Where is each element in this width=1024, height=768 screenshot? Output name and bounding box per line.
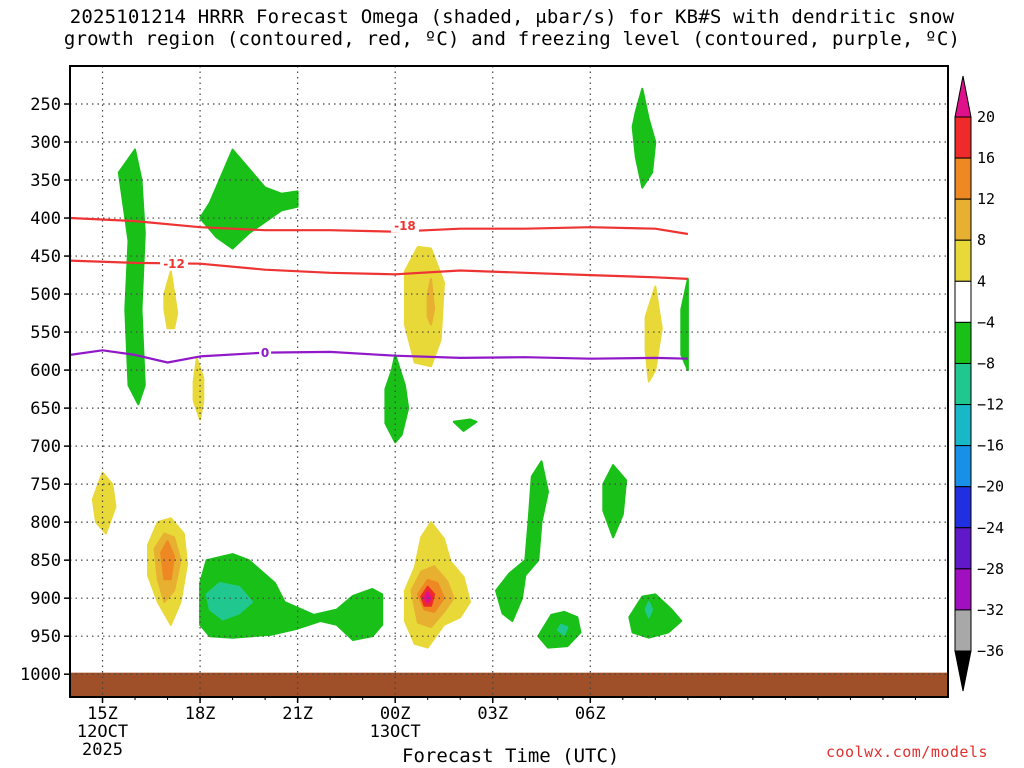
x-axis-title: Forecast Time (UTC) <box>402 745 620 767</box>
colorbar-label-6: −8 <box>977 354 995 372</box>
colorbar-label-13: −36 <box>977 642 1004 660</box>
contour-label-bg-freezing_0C <box>259 345 272 360</box>
colorbar-box-9 <box>954 486 972 529</box>
title-line-2: growth region (contoured, red, ºC) and f… <box>63 28 961 50</box>
omega-region-5 <box>452 418 478 432</box>
contour-freezing_0C <box>70 349 688 364</box>
colorbar-top-triangle <box>954 75 972 118</box>
omega-region-3 <box>631 87 657 189</box>
colorbar-box-0 <box>954 116 972 159</box>
colorbar-box-4 <box>954 280 972 323</box>
y-tick-label-700: 700 <box>30 437 61 457</box>
x-tick-label-18-0: 18Z <box>185 704 216 724</box>
colorbar-label-0: 20 <box>977 108 995 126</box>
colorbar-box-2 <box>954 198 972 241</box>
contour-label-bg-dgz_-12C <box>160 256 189 271</box>
omega-region-6 <box>495 460 549 622</box>
omega-region-16 <box>192 357 205 421</box>
y-tick-label-600: 600 <box>30 361 61 381</box>
colorbar-box-8 <box>954 445 972 488</box>
colorbar-box-11 <box>954 568 972 611</box>
omega-region-27 <box>423 591 432 604</box>
colorbar-label-8: −16 <box>977 437 1004 455</box>
y-tick-label-1000: 1000 <box>20 665 61 685</box>
x-tick-label-24-0: 00Z <box>380 704 411 724</box>
chart-title: 2025101214 HRRR Forecast Omega (shaded, … <box>0 6 1024 50</box>
x-tick-label-27-0: 03Z <box>477 704 508 724</box>
colorbar-box-10 <box>954 527 972 570</box>
colorbar-box-1 <box>954 157 972 200</box>
colorbar-box-6 <box>954 362 972 406</box>
y-tick-label-650: 650 <box>30 399 61 419</box>
colorbar-label-4: 4 <box>977 272 986 290</box>
omega-region-23 <box>426 277 436 326</box>
omega-region-7 <box>602 464 628 539</box>
omega-region-13 <box>644 601 654 619</box>
x-tick-label-21-0: 21Z <box>282 704 313 724</box>
colorbar-label-3: 8 <box>977 231 986 249</box>
contour-label-dgz_-12C: -12 <box>163 257 185 271</box>
omega-region-11 <box>205 582 254 621</box>
y-tick-label-300: 300 <box>30 133 61 153</box>
omega-region-18 <box>403 245 445 368</box>
y-tick-label-400: 400 <box>30 209 61 229</box>
colorbar-label-10: −24 <box>977 519 1004 537</box>
colorbar-label-11: −28 <box>977 560 1004 578</box>
colorbar-label-2: 12 <box>977 190 995 208</box>
y-tick-label-950: 950 <box>30 627 61 647</box>
y-tick-label-850: 850 <box>30 551 61 571</box>
contour-label-bg-dgz_-18C <box>390 218 419 233</box>
y-tick-label-500: 500 <box>30 285 61 305</box>
x-tick-label-24-1: 13OCT <box>370 722 421 742</box>
y-tick-label-350: 350 <box>30 171 61 191</box>
x-tick-label-15-1: 12OCT <box>77 722 128 742</box>
title-line-1: 2025101214 HRRR Forecast Omega (shaded, … <box>69 6 955 28</box>
colorbar-label-12: −32 <box>977 601 1004 619</box>
colorbar-label-5: −4 <box>977 313 995 331</box>
omega-region-4 <box>680 277 689 372</box>
contour-label-freezing_0C: 0 <box>261 346 269 360</box>
y-tick-label-550: 550 <box>30 323 61 343</box>
colorbar-bottom-triangle <box>954 650 972 692</box>
omega-region-10 <box>628 593 683 639</box>
colorbar-label-9: −20 <box>977 478 1004 496</box>
y-tick-label-450: 450 <box>30 247 61 267</box>
colorbar-label-1: 16 <box>977 149 995 167</box>
colorbar-label-7: −12 <box>977 396 1004 414</box>
y-tick-label-800: 800 <box>30 513 61 533</box>
omega-region-2 <box>384 353 410 444</box>
colorbar-box-3 <box>954 239 972 282</box>
omega-region-12 <box>556 623 569 636</box>
plot-frame <box>69 65 949 698</box>
omega-region-15 <box>163 270 179 330</box>
contour-dgz_-18C <box>70 216 689 236</box>
y-tick-label-900: 900 <box>30 589 61 609</box>
colorbar-box-7 <box>954 404 972 447</box>
source-credit: coolwx.com/models <box>826 743 989 761</box>
x-tick-label-15-0: 15Z <box>87 704 118 724</box>
omega-region-14 <box>91 471 117 535</box>
x-tick-label-15-2: 2025 <box>82 740 123 760</box>
omega-region-0 <box>117 148 146 406</box>
contour-label-dgz_-18C: -18 <box>394 219 416 233</box>
omega-region-1 <box>199 148 299 250</box>
omega-region-20 <box>644 285 663 383</box>
y-tick-label-750: 750 <box>30 475 61 495</box>
omega-region-24 <box>160 540 176 581</box>
colorbar-box-5 <box>954 321 972 364</box>
y-tick-label-250: 250 <box>30 95 61 115</box>
colorbar-box-12 <box>954 609 972 652</box>
x-tick-label-30-0: 06Z <box>575 704 606 724</box>
surface-ground <box>70 672 948 697</box>
